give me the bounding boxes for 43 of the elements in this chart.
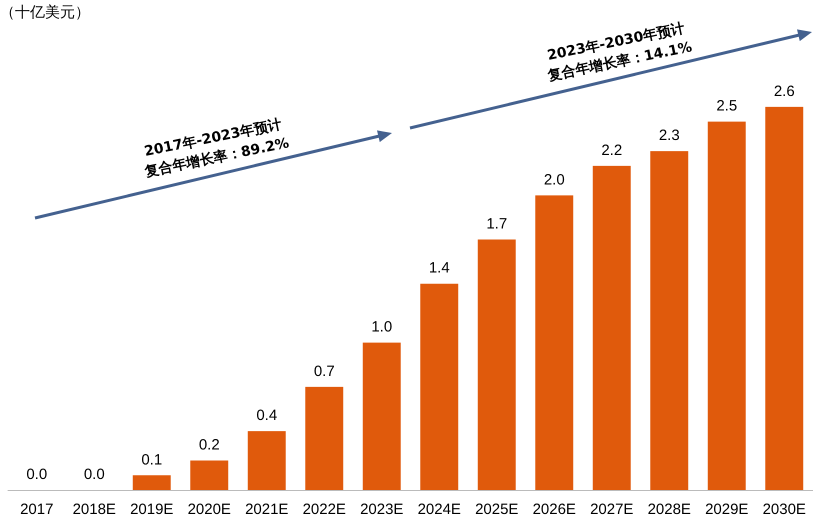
data-label: 2.3 bbox=[658, 127, 680, 144]
x-tick-label: 2019E bbox=[130, 501, 174, 518]
data-label: 0.2 bbox=[198, 436, 220, 454]
data-label: 1.0 bbox=[371, 318, 392, 336]
data-label: 2.5 bbox=[716, 98, 738, 115]
x-tick-label: 2021E bbox=[245, 501, 288, 518]
x-tick-label: 2020E bbox=[188, 501, 231, 518]
x-tick-label: 2022E bbox=[302, 501, 346, 518]
x-tick-label: 2028E bbox=[648, 501, 691, 518]
bar bbox=[650, 151, 688, 490]
data-label: 0.0 bbox=[26, 466, 48, 483]
x-tick-label: 2023E bbox=[360, 501, 404, 518]
data-label: 2.2 bbox=[601, 142, 622, 159]
x-tick-label: 2024E bbox=[418, 501, 461, 518]
x-tick-label: 2018E bbox=[72, 501, 116, 518]
text: （十亿美元） bbox=[0, 3, 90, 21]
x-tick-label: 2025E bbox=[475, 501, 518, 518]
bar bbox=[132, 475, 171, 490]
bar bbox=[478, 240, 516, 490]
bar bbox=[190, 460, 228, 490]
data-label: 0.1 bbox=[141, 451, 162, 468]
data-label: 0.7 bbox=[314, 362, 335, 380]
bar bbox=[420, 284, 458, 490]
data-label: 0.4 bbox=[256, 407, 278, 424]
annotation: 2017年-2023年预计 复合年增长率：89.2% bbox=[142, 116, 290, 180]
bar bbox=[708, 122, 746, 490]
bar bbox=[248, 431, 286, 490]
data-label: 0.0 bbox=[84, 466, 105, 483]
text: 2023年-2030年预计 复合年增长率：14.1% bbox=[545, 20, 694, 84]
bar bbox=[362, 342, 401, 490]
x-tick-label: 2030E bbox=[762, 501, 806, 518]
bar bbox=[765, 106, 804, 490]
x-tick-label: 2027E bbox=[590, 501, 634, 518]
x-tick-label: 2029E bbox=[705, 501, 748, 518]
data-label: 2.6 bbox=[774, 82, 795, 100]
bar bbox=[535, 195, 574, 490]
data-label: 1.4 bbox=[428, 260, 450, 277]
x-tick-label: 2017 bbox=[20, 501, 54, 518]
x-tick-label: 2026E bbox=[532, 501, 576, 518]
bar bbox=[305, 386, 344, 490]
data-label: 2.0 bbox=[544, 171, 565, 188]
bar bbox=[592, 166, 631, 490]
data-label: 1.7 bbox=[486, 216, 508, 233]
